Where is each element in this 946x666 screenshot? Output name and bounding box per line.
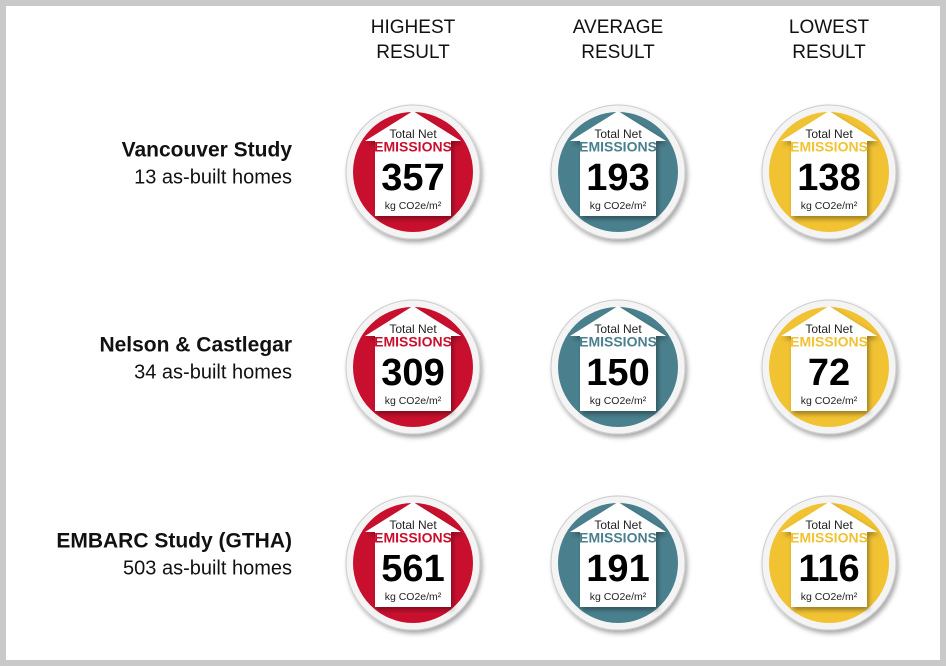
arrow [781,111,877,216]
badge-label: EMISSIONS [579,530,657,546]
badge-top: Total Net [805,127,853,141]
arrow [781,306,877,411]
badge-label: EMISSIONS [790,530,868,546]
arrow [365,111,461,216]
badge-label: EMISSIONS [374,530,452,546]
badge-value: 309 [381,352,444,394]
badge-unit: kg CO2e/m² [385,200,442,212]
badge-top: Total Net [594,322,642,336]
badge-unit: kg CO2e/m² [801,591,858,603]
badge-value: 138 [797,157,860,199]
arrow [365,502,461,607]
badge-top: Total Net [805,322,853,336]
column-header: HIGHEST RESULT [371,17,456,63]
arrow [570,502,666,607]
row-subtitle: 34 as-built homes [134,361,292,383]
badge-unit: kg CO2e/m² [590,200,647,212]
column-header: AVERAGE RESULT [573,17,663,63]
arrow [781,502,877,607]
badge-top: Total Net [389,127,437,141]
row-subtitle: 503 as-built homes [123,557,292,579]
badge-unit: kg CO2e/m² [590,591,647,603]
badge-unit: kg CO2e/m² [385,591,442,603]
badge-top: Total Net [805,518,853,532]
badge-label: EMISSIONS [790,334,868,350]
badge-label: EMISSIONS [374,334,452,350]
arrow [570,306,666,411]
badge-value: 150 [586,352,649,394]
badge-unit: kg CO2e/m² [801,200,858,212]
row-name: Nelson & Castlegar [99,334,292,357]
column-header: LOWEST RESULT [789,17,870,63]
badge-value: 72 [808,352,850,394]
badge-value: 357 [381,157,444,199]
badge-value: 116 [798,548,859,590]
badge-value: 561 [381,548,444,590]
row-subtitle: 13 as-built homes [134,166,292,188]
badge-unit: kg CO2e/m² [590,395,647,407]
badge-label: EMISSIONS [579,334,657,350]
badge-label: EMISSIONS [579,139,657,155]
arrow [365,306,461,411]
badge-top: Total Net [389,322,437,336]
badge-unit: kg CO2e/m² [801,395,858,407]
row-name: Vancouver Study [122,139,293,162]
badge-top: Total Net [594,518,642,532]
badge-value: 193 [586,157,649,199]
badge-label: EMISSIONS [790,139,868,155]
arrow [570,111,666,216]
badge-value: 191 [586,548,649,590]
row-name: EMBARC Study (GTHA) [56,530,292,553]
badge-top: Total Net [594,127,642,141]
badge-unit: kg CO2e/m² [385,395,442,407]
badge-label: EMISSIONS [374,139,452,155]
badge-top: Total Net [389,518,437,532]
